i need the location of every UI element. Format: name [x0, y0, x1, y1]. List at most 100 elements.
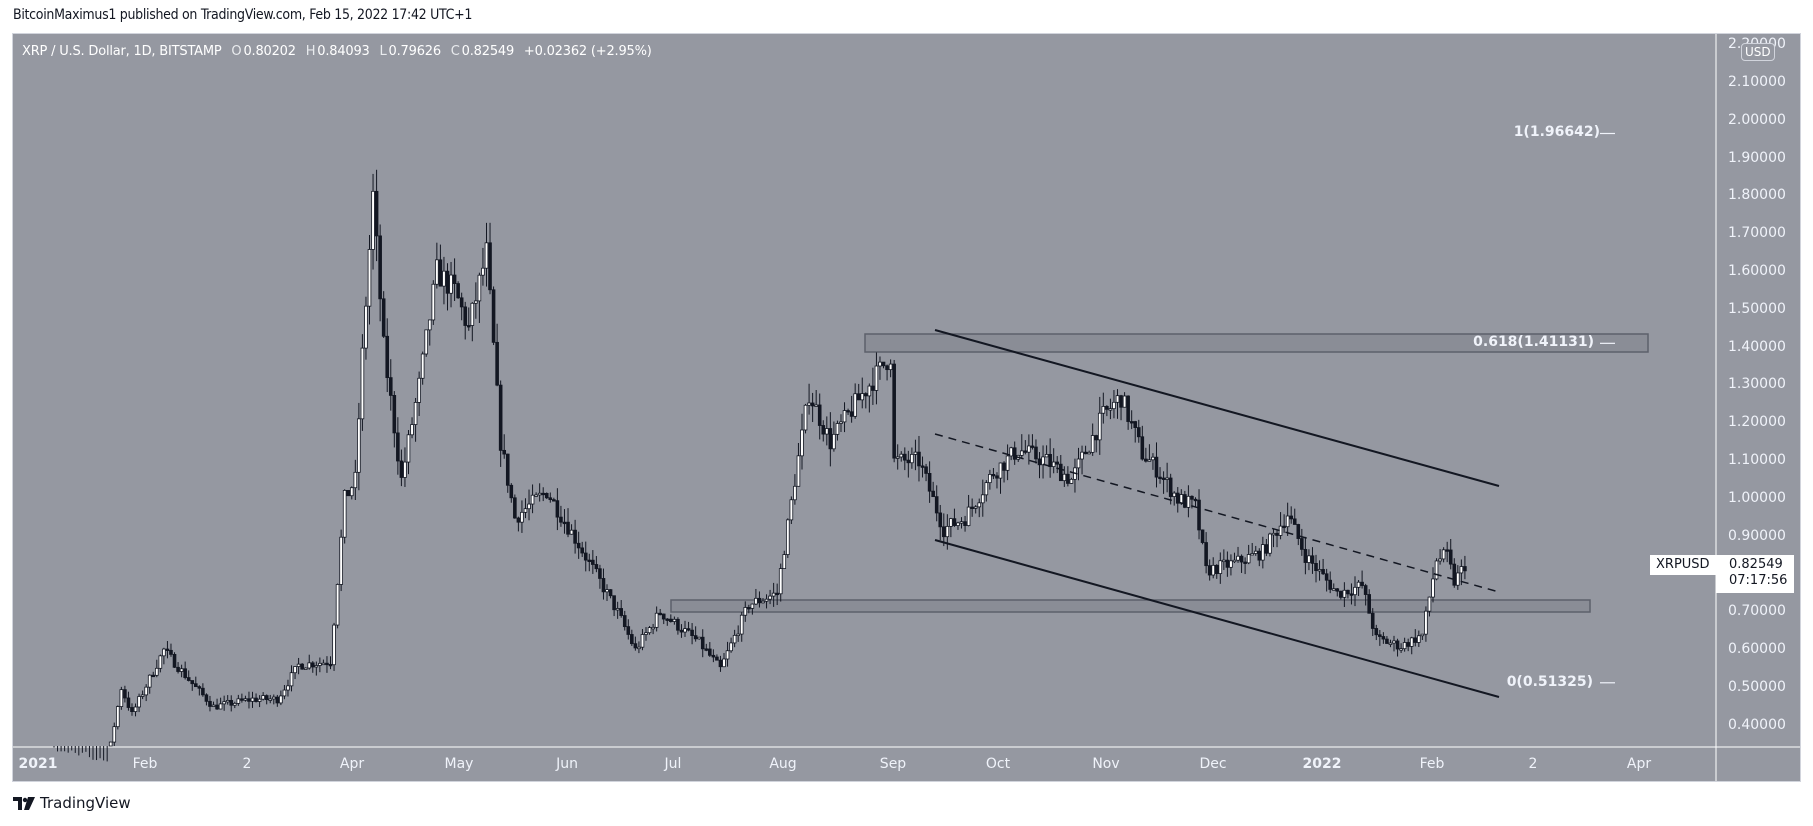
candle-down: [1310, 555, 1315, 564]
candle-down: [934, 496, 939, 514]
candle-up: [1222, 559, 1226, 563]
candle-up: [211, 704, 216, 707]
candle-up: [1147, 459, 1152, 462]
candle-up: [527, 503, 531, 510]
descending-channel[interactable]: [934, 329, 1500, 698]
candle-up: [672, 618, 677, 622]
candle-down: [828, 428, 833, 450]
candle-up: [1353, 586, 1357, 596]
candle-up: [895, 456, 900, 459]
candle-down: [254, 697, 258, 702]
candle-down: [598, 568, 602, 579]
candle-down: [1239, 555, 1244, 563]
candle-up: [271, 696, 276, 700]
candle-down: [849, 411, 854, 417]
price-tick: 1.20000: [1728, 414, 1786, 431]
candle-down: [704, 648, 709, 651]
candle-down: [544, 493, 549, 499]
candle-up: [1062, 473, 1067, 482]
candle-up: [654, 612, 659, 628]
candle-down: [1207, 565, 1212, 576]
price-tick: 0.60000: [1728, 641, 1786, 657]
price-zone[interactable]: [670, 599, 1591, 613]
candle-down: [708, 648, 712, 656]
candle-up: [860, 393, 865, 401]
time-tick: Jun: [556, 756, 578, 772]
candle-down: [775, 592, 779, 596]
candle-up: [154, 667, 159, 676]
candle-down: [399, 460, 404, 478]
candle-down: [208, 700, 212, 707]
candle-down: [1243, 561, 1247, 564]
candle-up: [569, 529, 574, 535]
time-tick: Apr: [339, 756, 365, 772]
candle-down: [1154, 456, 1159, 478]
candle-up: [984, 482, 989, 496]
candle-down: [388, 377, 393, 396]
candle-up: [874, 365, 879, 391]
candle-up: [357, 418, 361, 473]
price-tick: 1.90000: [1728, 149, 1786, 166]
candle-down: [1190, 495, 1194, 500]
candle-up: [435, 259, 439, 285]
candle-up: [764, 598, 769, 602]
fib-level-label: 1(1.96642): [1513, 124, 1600, 141]
candle-up: [296, 663, 301, 667]
candle-down: [1303, 548, 1308, 563]
candle-up: [973, 506, 978, 509]
candle-down: [438, 259, 443, 287]
candle-down: [456, 283, 460, 299]
candle-up: [1090, 435, 1095, 453]
candle-down: [325, 662, 329, 666]
candle-up: [339, 536, 343, 585]
candle-up: [807, 402, 811, 406]
candle-down: [633, 643, 638, 649]
candle-down: [264, 695, 269, 700]
candle-down: [1314, 563, 1318, 571]
chart-frame[interactable]: [12, 33, 1801, 782]
currency-badge[interactable]: USD: [1741, 43, 1775, 61]
candle-up: [424, 329, 429, 355]
candle-down: [378, 235, 382, 300]
candle-down: [126, 697, 131, 708]
candle-down: [1168, 477, 1173, 497]
candle-up: [644, 632, 648, 635]
candle-up: [832, 433, 836, 450]
candle-up: [732, 634, 737, 644]
candle-up: [1211, 564, 1216, 576]
fib-level-label: 0(0.51325): [1506, 673, 1593, 690]
candle-down: [970, 506, 974, 509]
candle-down: [459, 297, 464, 308]
candle-down: [1448, 549, 1453, 565]
candle-up: [477, 274, 482, 302]
channel-lower-line[interactable]: [934, 539, 1500, 698]
candle-down: [1197, 499, 1201, 531]
candle-down: [991, 474, 996, 477]
candle-down: [1264, 544, 1269, 554]
candle-up: [722, 658, 726, 668]
candle-up: [360, 347, 365, 420]
candle-down: [1335, 588, 1340, 592]
fib-level-ticks: [1600, 132, 1615, 684]
axis-dividers: [13, 34, 1800, 781]
candle-up: [998, 462, 1003, 479]
candle-down: [505, 453, 510, 486]
channel-upper-line[interactable]: [934, 329, 1500, 487]
candle-down: [630, 634, 634, 645]
candle-up: [1044, 454, 1049, 458]
tradingview-logo[interactable]: TradingView: [13, 794, 131, 812]
candle-up: [1179, 494, 1184, 504]
candle-down: [864, 393, 868, 397]
candle-down: [1119, 395, 1123, 408]
candle-up: [814, 404, 818, 407]
price-zone[interactable]: [864, 333, 1649, 353]
change-value: +0.02362 (+2.95%): [523, 44, 652, 59]
candle-up: [1271, 532, 1276, 536]
candle-down: [463, 306, 468, 326]
candle-down: [1048, 454, 1052, 468]
support-resistance-zones[interactable]: [670, 333, 1649, 613]
price-tick: 1.30000: [1728, 376, 1786, 393]
time-tick: May: [444, 756, 474, 772]
candle-down: [573, 529, 577, 544]
